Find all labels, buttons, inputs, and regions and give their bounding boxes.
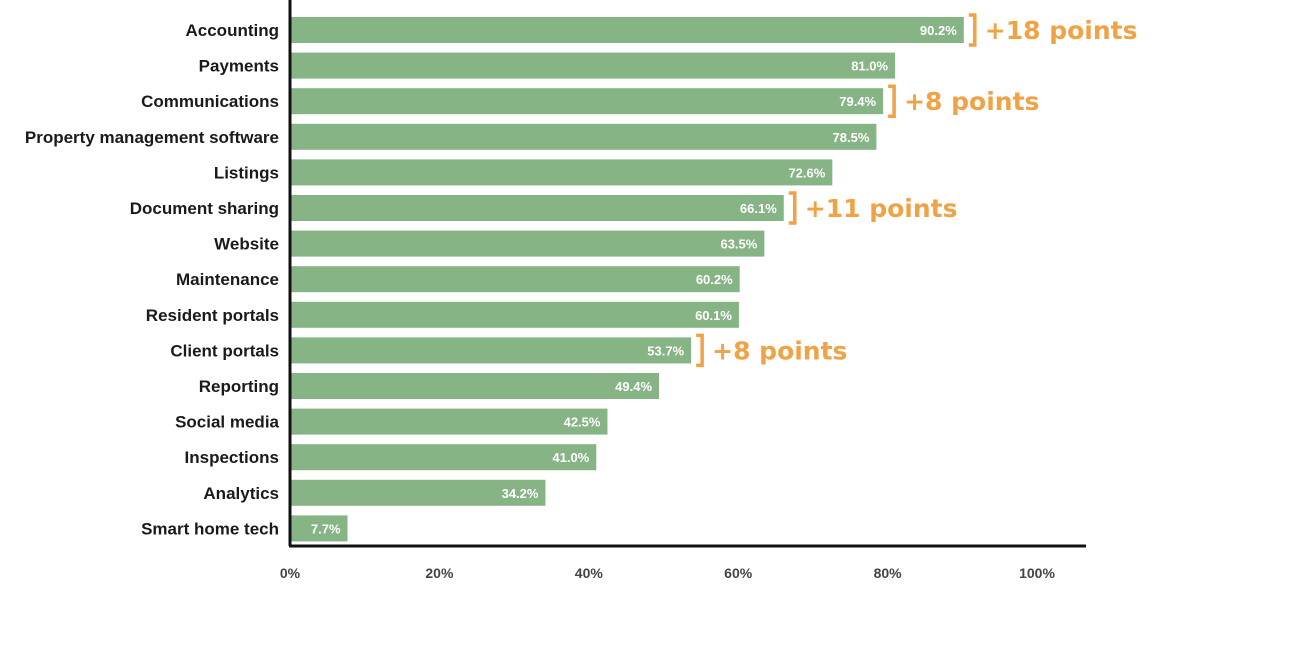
bar [290, 230, 765, 257]
annotation-bracket [696, 333, 704, 368]
bar-value-label: 66.1% [740, 201, 777, 216]
category-label: Analytics [203, 484, 279, 503]
bar-value-label: 60.2% [696, 272, 733, 287]
category-label: Inspections [185, 448, 279, 467]
bar-value-label: 78.5% [833, 130, 870, 145]
category-label: Property management software [25, 128, 279, 147]
bar-value-label: 7.7% [311, 521, 341, 536]
x-tick-label: 0% [280, 565, 301, 581]
annotation-label: +8 points [904, 87, 1039, 116]
bar [290, 479, 546, 506]
bar-value-label: 34.2% [502, 486, 539, 501]
bar [290, 515, 348, 542]
bar [290, 17, 964, 43]
bar [290, 373, 660, 399]
annotation-bracket [788, 191, 797, 225]
bar-value-label: 41.0% [552, 450, 589, 465]
category-label: Maintenance [176, 270, 279, 289]
category-label: Social media [175, 413, 279, 432]
category-label: Reporting [199, 377, 279, 396]
bar [290, 444, 597, 471]
bar-value-label: 60.1% [695, 308, 732, 323]
x-tick-label: 40% [575, 565, 604, 581]
annotation-label: +11 points [805, 194, 958, 223]
category-label: Document sharing [130, 199, 279, 218]
bar-value-label: 63.5% [720, 237, 757, 252]
annotation-bracket [968, 13, 977, 47]
bar [290, 301, 739, 328]
bar-value-label: 53.7% [647, 343, 684, 358]
category-label: Listings [214, 163, 279, 182]
category-label: Resident portals [146, 306, 279, 325]
bar [290, 266, 740, 293]
bar [290, 123, 877, 150]
category-label: Smart home tech [141, 519, 279, 538]
bar-value-label: 81.0% [851, 59, 888, 74]
bar [290, 337, 692, 364]
bar [290, 159, 833, 186]
annotation-bracket [888, 84, 896, 118]
x-tick-label: 80% [874, 565, 903, 581]
category-label: Communications [141, 92, 279, 111]
bar-value-label: 72.6% [788, 165, 825, 180]
bar-value-label: 49.4% [615, 379, 652, 394]
annotation-label: +8 points [712, 336, 847, 365]
category-label: Client portals [170, 341, 279, 360]
x-tick-label: 100% [1019, 565, 1055, 581]
bar [290, 195, 784, 221]
x-tick-label: 20% [425, 565, 454, 581]
bar [290, 88, 884, 115]
category-label: Website [214, 235, 279, 254]
bar [290, 52, 896, 79]
x-tick-label: 60% [724, 565, 753, 581]
category-label: Payments [199, 57, 279, 76]
category-label: Accounting [186, 21, 280, 40]
bar [290, 408, 608, 435]
bar-value-label: 42.5% [564, 415, 601, 430]
bar-value-label: 79.4% [839, 94, 876, 109]
bar-value-label: 90.2% [920, 23, 957, 38]
annotation-label: +18 points [985, 16, 1138, 45]
